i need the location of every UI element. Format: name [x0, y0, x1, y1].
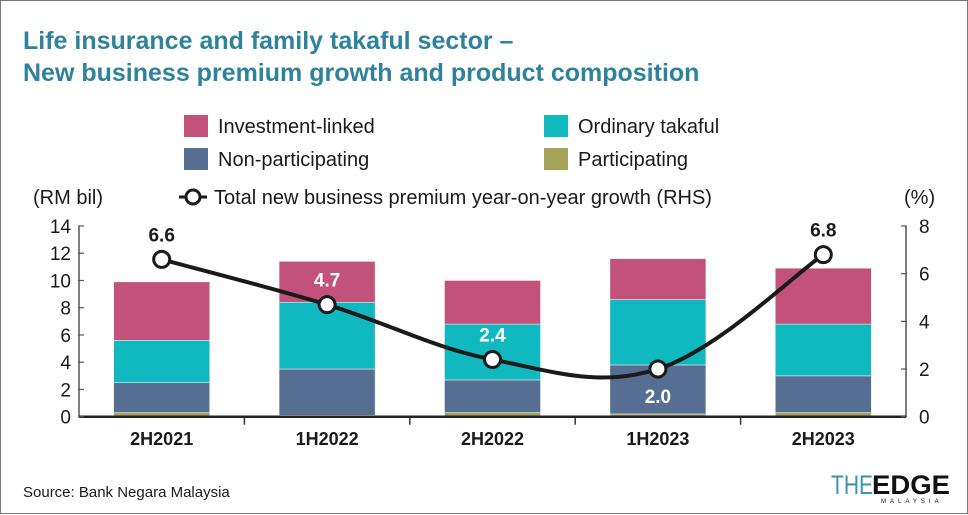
- growth-point-2H2023: [813, 245, 833, 265]
- svg-text:THE: THE: [831, 470, 873, 500]
- chart-subtitle: New business premium growth and product …: [23, 59, 699, 87]
- left-tick-label: 0: [60, 408, 71, 429]
- bar-investment-linked-2H2023: [774, 267, 872, 325]
- right-tick-label: 8: [919, 217, 930, 238]
- source-note: Source: Bank Negara Malaysia: [23, 484, 230, 501]
- left-tick-label: 4: [60, 353, 71, 374]
- legend-label-ordinary-takaful: Ordinary takaful: [578, 116, 719, 138]
- left-tick-label: 8: [60, 299, 71, 320]
- bar-investment-linked-1H2023: [609, 258, 707, 300]
- bar-non-participating-2H2021: [113, 382, 210, 413]
- legend-label-non-participating: Non-participating: [218, 149, 369, 171]
- bar-investment-linked-2H2022: [444, 280, 541, 325]
- bar-non-participating-2H2023: [774, 375, 872, 413]
- growth-data-label: 6.6: [148, 225, 174, 246]
- bar-ordinary-takaful-2H2021: [113, 340, 210, 383]
- left-tick-label: 6: [60, 326, 71, 347]
- right-axis-label: (%): [904, 187, 935, 209]
- legend-label-investment-linked: Investment-linked: [218, 116, 375, 138]
- right-tick-label: 2: [919, 360, 930, 381]
- right-tick-label: 6: [919, 265, 930, 286]
- legend-swatch-ordinary-takaful: [544, 115, 568, 137]
- plot-area: 2H2021 1H2022 2H2022 1H2023 2H2023 0 2 4 6 8 10 12 1…: [50, 217, 930, 449]
- bar-non-participating-2H2022: [444, 379, 541, 413]
- svg-text:MALAYSIA: MALAYSIA: [881, 499, 943, 505]
- legend-line-marker: [184, 188, 202, 206]
- x-tick-label: 2H2021: [130, 429, 193, 449]
- x-tick-label: 1H2023: [626, 429, 689, 449]
- right-tick-label: 4: [919, 312, 930, 333]
- left-tick-label: 2: [60, 380, 71, 401]
- growth-point-1H2023: [648, 359, 668, 379]
- legend-label-growth: Total new business premium year-on-year …: [214, 187, 712, 209]
- bar-investment-linked-2H2021: [113, 281, 210, 341]
- svg-text:EDGE: EDGE: [872, 470, 950, 500]
- growth-data-label: 2.4: [479, 325, 506, 346]
- x-tick-label: 2H2023: [792, 429, 855, 449]
- growth-data-label: 4.7: [314, 271, 340, 292]
- bar-ordinary-takaful-2H2023: [774, 323, 872, 377]
- chart-title: Life insurance and family takaful sector…: [23, 27, 514, 55]
- x-tick-label: 1H2022: [296, 429, 359, 449]
- legend-label-participating: Participating: [578, 149, 688, 171]
- right-tick-label: 0: [919, 408, 930, 429]
- growth-point-2H2022: [483, 349, 502, 369]
- legend: Investment-linked Ordinary takaful Non-p…: [179, 115, 719, 209]
- left-axis-label: (RM bil): [33, 187, 103, 209]
- growth-point-2H2021: [152, 249, 172, 269]
- growth-data-label: 6.8: [810, 221, 836, 242]
- left-tick-label: 12: [50, 244, 71, 265]
- bar-non-participating-1H2022: [278, 368, 376, 416]
- growth-point-1H2022: [317, 295, 337, 315]
- growth-data-label: 2.0: [645, 387, 671, 408]
- left-tick-label: 14: [50, 217, 72, 238]
- legend-swatch-non-participating: [184, 148, 208, 170]
- legend-swatch-participating: [544, 148, 568, 170]
- legend-swatch-investment-linked: [184, 115, 208, 137]
- x-tick-label: 2H2022: [461, 429, 524, 449]
- the-edge-logo: THE EDGE MALAYSIA: [831, 470, 950, 505]
- left-tick-label: 10: [50, 271, 71, 292]
